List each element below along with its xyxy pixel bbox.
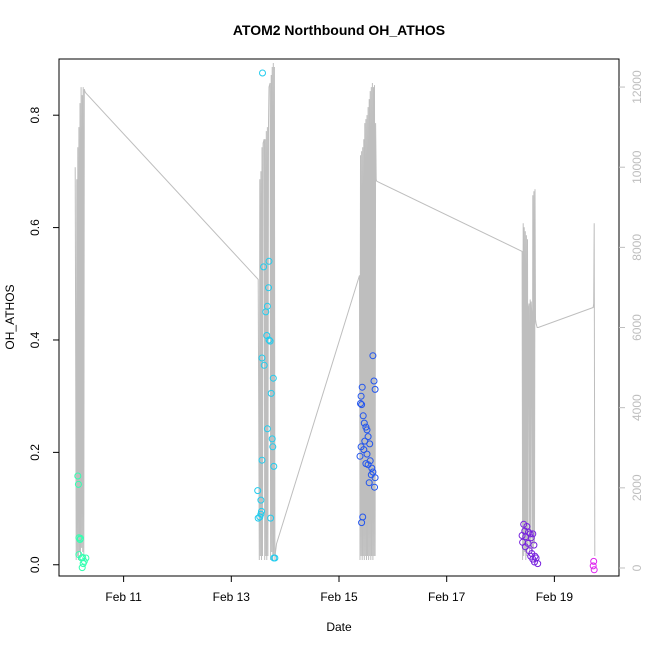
data-point	[267, 389, 275, 397]
data-point	[254, 514, 262, 522]
data-point	[268, 435, 276, 443]
data-point	[267, 514, 275, 522]
data-point	[370, 377, 378, 385]
data-point	[366, 440, 374, 448]
y-tick-label: 0.0	[28, 556, 42, 573]
data-point	[360, 419, 368, 427]
data-point	[270, 462, 278, 470]
data-point	[534, 560, 542, 568]
data-point	[589, 562, 597, 570]
y2-tick-label: 8000	[630, 234, 644, 261]
data-point	[590, 557, 598, 565]
y-tick-label: 0.2	[28, 444, 42, 461]
data-point	[358, 401, 366, 409]
y2-tick-label: 12000	[630, 70, 644, 104]
data-point	[358, 383, 366, 391]
data-point	[260, 263, 268, 271]
data-point	[260, 361, 268, 369]
x-axis-label: Date	[326, 620, 352, 634]
y-tick-label: 0.6	[28, 219, 42, 236]
y2-tick-label: 0	[630, 564, 644, 571]
data-point	[256, 513, 264, 521]
data-point	[269, 443, 277, 451]
data-point	[358, 519, 366, 527]
data-point	[254, 487, 262, 495]
data-point	[369, 352, 377, 360]
axes: Feb 11 Feb 13 Feb 15 Feb 17 Feb 19 0.0 0.2 0.4 0…	[28, 70, 644, 604]
data-point	[371, 483, 378, 491]
data-point	[360, 446, 368, 454]
data-point	[590, 566, 598, 574]
x-tick-label: Feb 13	[213, 590, 251, 604]
right-axis-line-series	[74, 62, 596, 561]
data-point	[530, 541, 538, 549]
data-point	[368, 464, 376, 472]
data-point	[265, 257, 273, 265]
data-point	[257, 496, 265, 504]
data-point	[263, 425, 271, 433]
data-point	[527, 534, 535, 542]
x-tick-label: Feb 15	[320, 590, 358, 604]
data-point	[269, 374, 277, 382]
data-point	[521, 543, 529, 551]
y2-tick-label: 6000	[630, 314, 644, 341]
data-point	[82, 554, 90, 562]
data-point	[357, 392, 365, 400]
y-tick-label: 0.4	[28, 331, 42, 348]
data-point	[265, 336, 273, 344]
y2-tick-label: 4000	[630, 394, 644, 421]
series-line	[74, 62, 596, 561]
data-point	[371, 385, 379, 393]
data-point	[529, 530, 537, 538]
data-point	[356, 452, 364, 460]
data-point	[74, 472, 82, 480]
data-point	[78, 564, 86, 572]
data-point	[271, 554, 279, 562]
data-point	[258, 456, 266, 464]
data-point	[365, 479, 373, 487]
y2-tick-label: 2000	[630, 474, 644, 501]
data-point	[363, 450, 371, 458]
chart-title: ATOM2 Northbound OH_ATHOS	[233, 22, 445, 38]
x-tick-label: Feb 19	[536, 590, 574, 604]
data-point	[363, 426, 371, 434]
data-point	[77, 534, 84, 542]
data-point	[357, 400, 364, 407]
data-point	[359, 412, 367, 420]
data-point	[364, 433, 372, 441]
data-point	[371, 474, 379, 482]
x-tick-label: Feb 11	[105, 590, 142, 604]
data-point	[518, 532, 526, 539]
data-point	[259, 69, 266, 77]
data-point	[258, 354, 266, 362]
y-axis-label: OH_ATHOS	[3, 284, 17, 349]
data-point	[265, 284, 272, 292]
data-point	[262, 308, 270, 316]
x-tick-label: Feb 17	[428, 590, 466, 604]
y2-tick-label: 10000	[630, 150, 644, 184]
y-tick-label: 0.8	[28, 107, 42, 124]
data-point	[266, 337, 274, 345]
data-point	[74, 480, 82, 488]
data-point	[80, 557, 88, 565]
scatter-points	[74, 69, 598, 574]
